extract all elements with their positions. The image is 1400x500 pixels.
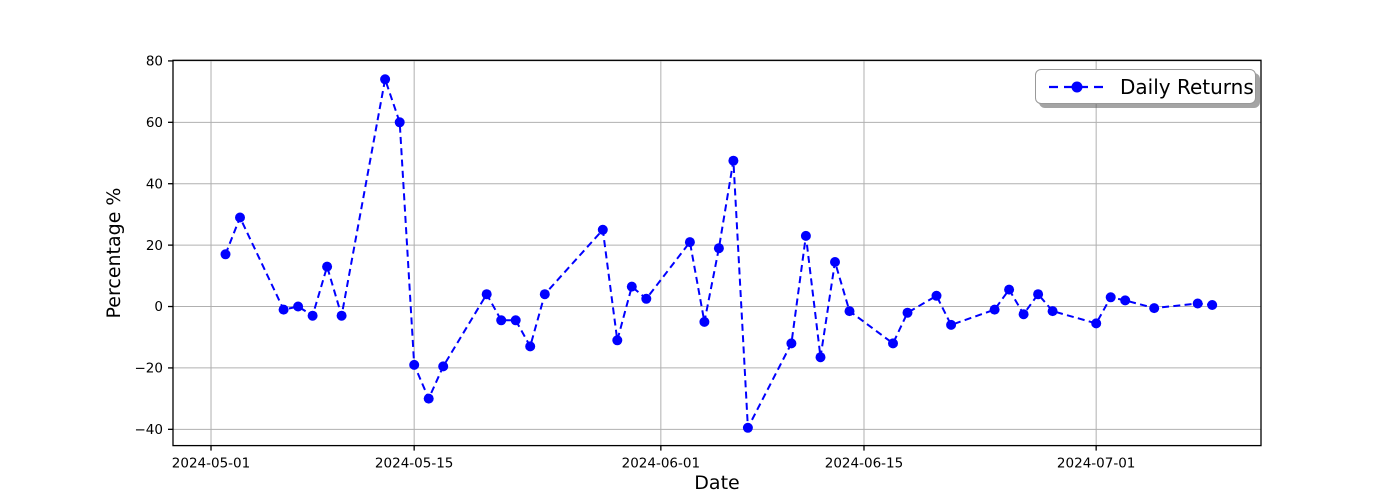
y-tick-label: −20 (135, 361, 164, 377)
data-point (336, 310, 347, 321)
data-point (1018, 309, 1029, 320)
y-tick-label: −40 (135, 422, 164, 438)
data-point (612, 335, 623, 346)
data-point (1207, 300, 1218, 310)
data-point (293, 301, 304, 312)
data-point (1047, 306, 1058, 317)
data-point (1149, 303, 1160, 314)
data-point (800, 230, 811, 241)
data-point (888, 338, 898, 349)
data-point (1105, 292, 1116, 303)
data-point (481, 289, 492, 300)
data-point (902, 307, 913, 318)
data-point (525, 341, 536, 352)
data-point (438, 361, 449, 372)
x-tick-label: 2024-06-15 (825, 456, 903, 472)
legend-marker-icon (1071, 81, 1083, 92)
data-point (946, 319, 957, 330)
data-point (220, 249, 231, 260)
y-tick-label: 40 (146, 176, 163, 192)
y-tick-label: 20 (146, 238, 163, 254)
legend: Daily Returns (1035, 69, 1256, 104)
data-point (307, 310, 318, 321)
axes-frame (172, 59, 1262, 447)
data-point (423, 393, 434, 404)
data-point (278, 304, 289, 315)
data-point (1120, 295, 1131, 306)
data-point (844, 306, 855, 317)
data-point (597, 224, 608, 235)
data-point (786, 338, 797, 349)
data-point (815, 352, 826, 363)
data-point (713, 243, 724, 254)
x-tick-label: 2024-05-01 (172, 456, 250, 472)
data-point (626, 281, 637, 292)
x-tick-label: 2024-05-15 (375, 456, 453, 472)
x-tick-label: 2024-06-01 (622, 456, 700, 472)
data-point (728, 155, 739, 166)
data-point (322, 261, 333, 272)
data-point (380, 74, 391, 85)
data-point (699, 316, 710, 327)
data-point (1091, 318, 1102, 329)
data-point (1033, 289, 1044, 300)
data-point (235, 212, 245, 223)
data-point (742, 422, 753, 433)
data-point (496, 315, 507, 326)
data-point (409, 359, 420, 370)
data-point (641, 293, 652, 304)
x-axis-label: Date (694, 472, 740, 494)
data-point (830, 257, 840, 267)
x-tick-label: 2024-07-01 (1057, 456, 1135, 472)
data-point (989, 304, 1000, 315)
y-tick-label: 0 (154, 299, 163, 315)
data-point (1192, 298, 1203, 309)
data-point (510, 315, 521, 326)
y-axis-label: Percentage % (103, 187, 125, 319)
legend-label: Daily Returns (1120, 74, 1254, 99)
data-point (539, 289, 550, 300)
y-tick-label: 80 (146, 54, 163, 70)
data-point (684, 237, 695, 248)
legend-line-sample (1049, 81, 1105, 92)
data-point (394, 117, 405, 128)
series-line (224, 75, 1213, 432)
y-tick-label: 60 (146, 115, 163, 131)
data-point (1004, 284, 1015, 295)
data-point (931, 290, 942, 301)
